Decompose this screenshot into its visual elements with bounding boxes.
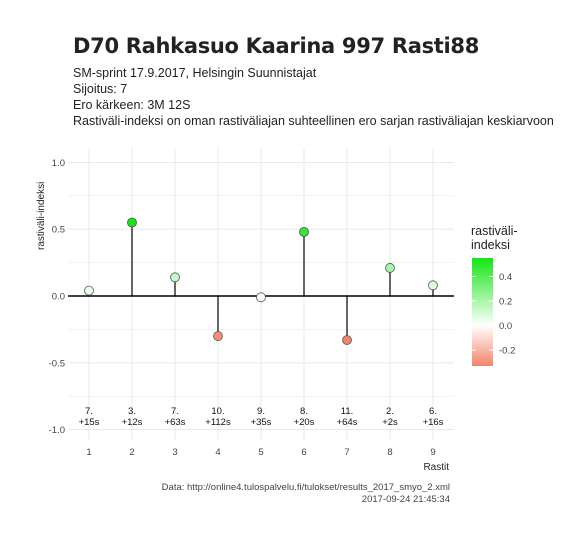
annotation-rank: 2. bbox=[386, 406, 394, 417]
annotation-rank: 8. bbox=[300, 406, 308, 417]
annotation-rank: 9. bbox=[257, 406, 265, 417]
annotation-rank: 7. bbox=[85, 406, 93, 417]
data-point bbox=[84, 285, 94, 296]
x-tick-label: 5 bbox=[258, 447, 263, 458]
y-axis-label: rastiväli-indeksi bbox=[36, 182, 47, 250]
x-axis-label: Rastit bbox=[423, 462, 449, 473]
annotation-diff: +63s bbox=[165, 417, 186, 428]
legend-colorbar bbox=[472, 258, 493, 366]
y-tick-label: 0.5 bbox=[52, 225, 65, 236]
data-point bbox=[170, 272, 180, 283]
annotation-diff: +112s bbox=[205, 417, 231, 428]
annotation-rank: 7. bbox=[171, 406, 179, 417]
annotation-diff: +15s bbox=[79, 417, 100, 428]
annotation-rank: 3. bbox=[128, 406, 136, 417]
legend-title: rastiväli- indeksi bbox=[471, 224, 518, 252]
x-tick-label: 7 bbox=[344, 447, 349, 458]
annotation-diff: +64s bbox=[337, 417, 358, 428]
y-tick-label: -1.0 bbox=[49, 425, 65, 436]
x-tick-label: 2 bbox=[129, 447, 134, 458]
y-tick-label: -0.5 bbox=[49, 358, 65, 369]
x-tick-label: 1 bbox=[86, 447, 91, 458]
x-tick-label: 4 bbox=[215, 447, 220, 458]
chart-title: D70 Rahkasuo Kaarina 997 Rasti88 bbox=[73, 34, 480, 58]
annotation-diff: +16s bbox=[423, 417, 444, 428]
legend-title-line2: indeksi bbox=[471, 238, 510, 252]
x-tick-label: 6 bbox=[301, 447, 306, 458]
timestamp-caption: 2017-09-24 21:45:34 bbox=[361, 494, 450, 505]
annotation-rank: 11. bbox=[341, 406, 354, 417]
data-point bbox=[385, 263, 395, 273]
annotation-rank: 10. bbox=[211, 406, 224, 417]
subtitle-gap-to-leader: Ero kärkeen: 3M 12S bbox=[73, 98, 191, 112]
subtitle-event: SM-sprint 17.9.2017, Helsingin Suunnista… bbox=[73, 66, 317, 80]
subtitle-placement: Sijoitus: 7 bbox=[73, 82, 128, 96]
y-tick-label: 1.0 bbox=[52, 158, 65, 169]
y-tick-label: 0.0 bbox=[52, 292, 65, 303]
subtitle-index-description: Rastiväli-indeksi on oman rastiväliajan … bbox=[73, 114, 554, 128]
annotation-diff: +35s bbox=[251, 417, 272, 428]
x-tick-label: 3 bbox=[172, 447, 177, 458]
data-point bbox=[342, 335, 352, 345]
legend-tick-label: 0.0 bbox=[499, 321, 512, 332]
x-tick-label: 9 bbox=[430, 447, 435, 458]
data-point bbox=[127, 217, 137, 228]
legend-tick-label: -0.2 bbox=[499, 346, 515, 357]
data-point bbox=[299, 226, 309, 237]
annotation-rank: 6. bbox=[429, 406, 437, 417]
annotation-diff: +2s bbox=[382, 417, 398, 428]
legend-tick-label: 0.4 bbox=[499, 272, 512, 283]
legend-title-line1: rastiväli- bbox=[471, 224, 518, 238]
annotation-diff: +20s bbox=[294, 417, 315, 428]
data-point bbox=[428, 280, 438, 291]
annotation-diff: +12s bbox=[122, 417, 143, 428]
legend-tick-label: 0.2 bbox=[499, 296, 512, 307]
data-point bbox=[213, 331, 223, 341]
data-source-caption: Data: http://online4.tulospalvelu.fi/tul… bbox=[161, 482, 450, 493]
x-tick-label: 8 bbox=[387, 447, 392, 458]
data-point bbox=[256, 292, 266, 303]
